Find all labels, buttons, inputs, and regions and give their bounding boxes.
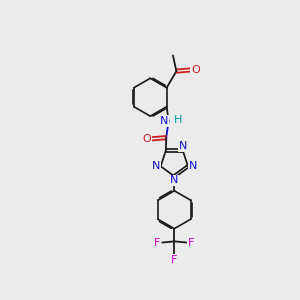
- Text: N: N: [170, 176, 178, 185]
- Text: O: O: [191, 65, 200, 75]
- Text: F: F: [171, 255, 178, 265]
- Text: N: N: [179, 141, 188, 151]
- Text: F: F: [188, 238, 195, 248]
- Text: N: N: [160, 116, 168, 126]
- Text: F: F: [154, 238, 160, 248]
- Text: O: O: [143, 134, 152, 144]
- Text: N: N: [189, 161, 197, 171]
- Text: H: H: [174, 115, 182, 125]
- Text: N: N: [152, 161, 160, 171]
